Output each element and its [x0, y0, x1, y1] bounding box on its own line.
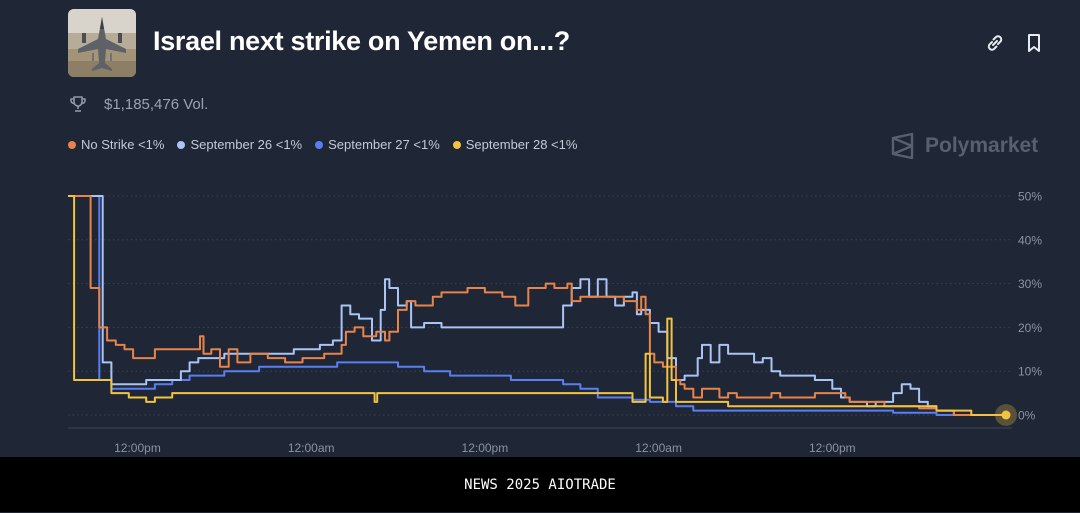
trophy-icon [70, 96, 86, 112]
market-card: Israel next strike on Yemen on...? $1,18… [0, 0, 1080, 457]
legend-item-september-26[interactable]: September 26 <1% [177, 137, 302, 152]
chart-grid [68, 195, 1012, 416]
legend-dot [315, 140, 324, 149]
y-tick-label: 0% [1018, 409, 1036, 423]
y-tick-label: 20% [1018, 321, 1042, 335]
fighter-jet-image [68, 9, 136, 77]
chart-markers [995, 404, 1017, 426]
brand-name: Polymarket [925, 134, 1039, 157]
footer-caption: NEWS 2025 AIOTRADE [0, 457, 1080, 512]
link-icon [987, 35, 1003, 51]
x-tick-label: 12:00am [635, 441, 682, 455]
y-tick-label: 50% [1018, 190, 1042, 204]
volume-row: $1,185,476 Vol. [68, 94, 208, 114]
series-line-no-strike [68, 195, 1006, 416]
legend-label: September 27 <1% [328, 137, 440, 152]
series-line-september-26 [68, 195, 1006, 416]
polymarket-logo-icon [891, 132, 914, 160]
chart-series [68, 195, 1006, 416]
x-tick-label: 12:00pm [114, 441, 161, 455]
market-thumbnail[interactable] [68, 9, 136, 77]
x-tick-label: 12:00pm [462, 441, 509, 455]
end-marker-dot [1001, 410, 1011, 420]
legend-label: No Strike <1% [81, 137, 165, 152]
series-line-september-27 [68, 195, 1006, 416]
legend-item-september-27[interactable]: September 27 <1% [315, 137, 440, 152]
legend-dot [68, 140, 76, 149]
legend-item-september-28[interactable]: September 28 <1% [452, 137, 578, 152]
legend-dot [452, 140, 461, 149]
copy-link-button[interactable] [983, 31, 1007, 55]
series-line-september-28 [68, 195, 1006, 416]
polymarket-brand: Polymarket [890, 132, 1038, 160]
x-tick-label: 12:00am [288, 441, 335, 455]
price-history-chart[interactable]: 50% 40% 30% 20% 10% 0% 12:00pm 12:00am 12:00pm 12… [0, 0, 1080, 457]
chart-axes: 50% 40% 30% 20% 10% 0% 12:00pm 12:00am 12:00pm 12… [68, 190, 1042, 455]
volume-value: $1,185,476 Vol. [104, 95, 209, 113]
y-tick-label: 10% [1018, 365, 1042, 379]
bookmark-icon [1028, 34, 1040, 52]
page-title: Israel next strike on Yemen on...? [153, 26, 570, 56]
x-tick-label: 12:00pm [809, 441, 856, 455]
y-tick-label: 40% [1018, 233, 1042, 247]
bookmark-button[interactable] [1022, 31, 1046, 55]
legend-item-no-strike[interactable]: No Strike <1% [68, 137, 164, 152]
legend-label: September 26 <1% [190, 137, 303, 152]
chart-legend: No Strike <1% September 26 <1% September… [68, 137, 577, 152]
legend-label: September 28 <1% [465, 137, 578, 152]
legend-dot [177, 140, 186, 149]
y-tick-label: 30% [1018, 277, 1042, 291]
